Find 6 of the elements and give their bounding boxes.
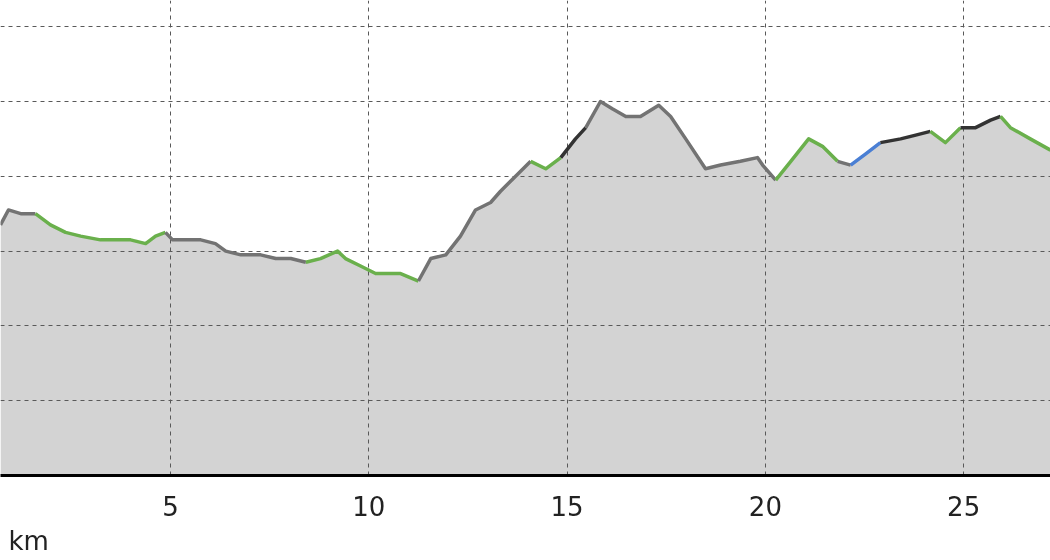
x-tick-label: 25 [947, 491, 981, 522]
x-axis-title: km [8, 525, 49, 556]
x-tick-label: 5 [162, 491, 179, 522]
x-tick-label: 15 [550, 491, 584, 522]
x-tick-label: 10 [352, 491, 386, 522]
x-tick-label: 20 [748, 491, 782, 522]
